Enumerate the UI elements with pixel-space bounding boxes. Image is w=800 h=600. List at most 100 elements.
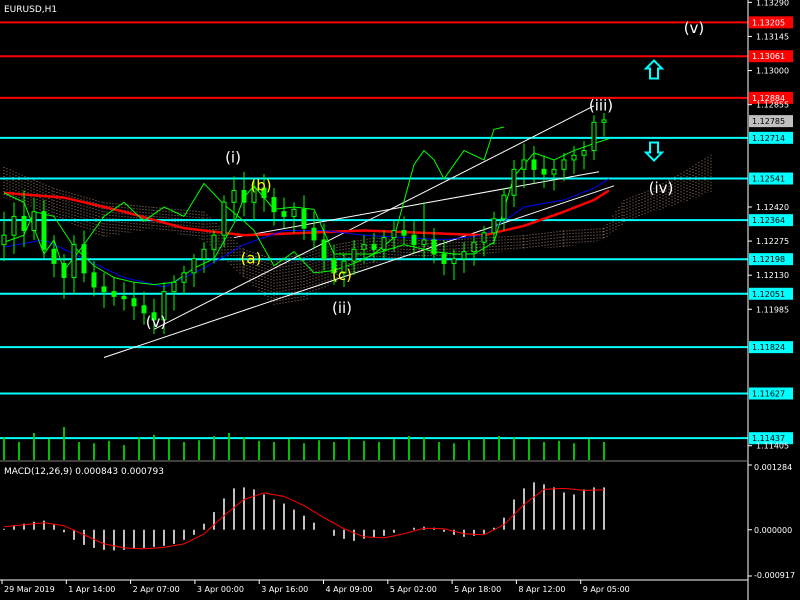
candle-body (381, 237, 387, 250)
candle-body (361, 244, 367, 250)
level-tag (749, 91, 793, 104)
candle-body (511, 168, 517, 196)
lagging-line-line (3, 126, 505, 274)
level-tag (749, 253, 793, 266)
candle-body (301, 208, 307, 229)
candle-body (221, 201, 227, 236)
level-label: 1.13205 (752, 18, 785, 27)
level-tag (749, 341, 793, 354)
candle-body (541, 168, 547, 175)
time-tick-label: 8 Apr 12:00 (518, 585, 565, 594)
level-label: 1.11437 (752, 434, 785, 443)
macd-axis: 0.001284 0.000000 -0.000917 (748, 463, 795, 580)
level-tag (749, 131, 793, 144)
level-label: 1.11627 (752, 389, 785, 398)
level-label: 1.12051 (752, 290, 785, 299)
candle-body (151, 312, 157, 321)
price-tick-label: 1.11985 (756, 305, 789, 314)
candle-body (561, 159, 567, 170)
wave-label: (v) (684, 19, 705, 37)
level-label: 1.13061 (752, 52, 785, 61)
wave-label: (i) (225, 148, 241, 166)
channel-line (233, 171, 600, 239)
time-tick-label: 5 Apr 18:00 (454, 585, 501, 594)
candle-body (441, 253, 447, 264)
level-label: 1.12198 (752, 255, 785, 264)
candle-body (21, 215, 27, 232)
time-tick-label: 3 Apr 16:00 (261, 585, 308, 594)
wave-label: (a) (241, 249, 262, 267)
macd-panel (3, 482, 605, 551)
candle-body (341, 260, 347, 274)
candle-body (461, 251, 467, 260)
candle-body (61, 262, 67, 279)
level-tag (749, 172, 793, 185)
channel-line (153, 105, 595, 330)
wave-label: (c) (332, 266, 352, 284)
candle-body (331, 258, 337, 274)
price-axis: 1.13290 1.13145 1.13000 1.12855 1.12420 1.122… (748, 0, 789, 451)
candle-body (501, 194, 507, 220)
price-tick-label: 1.12130 (756, 271, 789, 280)
candle-body (81, 244, 87, 274)
candle-body (71, 244, 77, 279)
level-tag (749, 16, 793, 29)
candle-body (181, 272, 187, 283)
time-tick-label: 4 Apr 09:00 (326, 585, 373, 594)
macd-tick-label: 0.000000 (754, 526, 792, 535)
candle-body (131, 298, 137, 307)
candle-body (141, 305, 147, 314)
price-tick-label: 1.12275 (756, 237, 789, 246)
candle-body (571, 154, 577, 161)
level-label: 1.12714 (752, 134, 785, 143)
level-tag (749, 387, 793, 400)
macd-tick-label: -0.000917 (754, 571, 795, 580)
candle-body (601, 119, 607, 123)
direction-arrows (643, 59, 665, 162)
candle-body (111, 291, 117, 297)
macd-signal-line (3, 487, 605, 550)
candle-body (471, 241, 477, 253)
candle-body (271, 197, 277, 213)
candle-body (191, 258, 197, 274)
wave-label: (ii) (332, 299, 352, 317)
candle-body (231, 190, 237, 203)
level-tag (749, 287, 793, 300)
current-price-tag (749, 115, 793, 128)
wave-label: (iv) (649, 179, 674, 197)
macd-title: MACD(12,26,9) 0.000843 0.000793 (4, 467, 164, 477)
level-label: 1.12541 (752, 175, 785, 184)
price-tick-label: 1.13290 (756, 0, 789, 7)
volume-bars (3, 427, 605, 460)
candle-body (421, 239, 427, 246)
candle-body (171, 281, 177, 293)
candle-body (261, 187, 267, 199)
candle-body (51, 248, 57, 264)
candle-body (211, 234, 217, 250)
horizontal-levels: 1.13205 1.13061 1.12884 1.12714 1.12541 1.123… (0, 16, 793, 445)
chart-frame: EURUSD,H1 MACD(12,26,9) 0.000843 0.00079… (0, 0, 749, 600)
time-tick-label: 2 Apr 07:00 (133, 585, 180, 594)
arrow-down-icon (643, 141, 665, 162)
candle-body (371, 244, 377, 250)
wave-label: (iii) (589, 97, 613, 115)
trend-channel (103, 105, 615, 358)
candle-body (321, 239, 327, 260)
time-tick-label: 9 Apr 05:00 (583, 585, 630, 594)
candle-body (481, 232, 487, 243)
candle-body (121, 295, 127, 300)
price-tick-label: 1.13000 (756, 67, 789, 76)
candle-body (351, 248, 357, 262)
macd-tick-label: 0.001284 (754, 463, 792, 472)
current-price-label: 1.12785 (752, 117, 785, 126)
candle-body (411, 234, 417, 246)
price-tick-label: 1.12855 (756, 101, 789, 110)
candle-body (551, 168, 557, 175)
arrow-up-icon (643, 59, 665, 80)
candle-body (101, 286, 107, 293)
level-tag (749, 214, 793, 227)
candle-body (281, 211, 287, 217)
time-tick-label: 5 Apr 02:00 (390, 585, 437, 594)
candle-body (201, 248, 207, 260)
candle-body (591, 121, 597, 152)
